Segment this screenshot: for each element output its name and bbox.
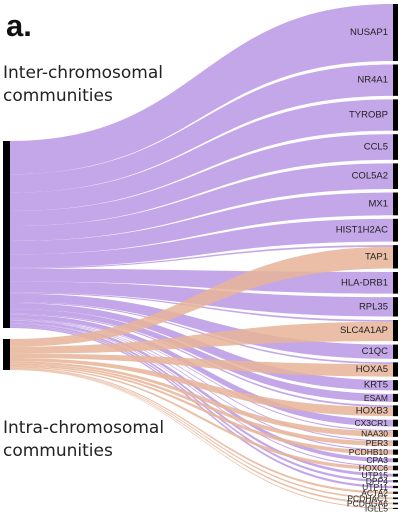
- inter-source-label-line-1: Inter-chromosomal: [3, 63, 163, 83]
- target-bar-cx3cr1: [393, 419, 398, 427]
- target-bar-hla-drb1: [393, 271, 398, 294]
- target-label-mx1: MX1: [368, 198, 388, 209]
- intra-flow-per3: [9, 363, 393, 447]
- intra-flow-pcdhga6: [9, 368, 393, 505]
- target-bar-pcdhb10: [393, 449, 398, 455]
- target-label-nusap1: NUSAP1: [350, 27, 388, 38]
- target-label-hoxa5: HOXA5: [356, 364, 388, 375]
- target-label-igll5: IGLL5: [365, 503, 388, 512]
- intra-flow-tap1: [9, 246, 393, 347]
- target-bar-ccl5: [393, 134, 398, 160]
- target-bar-pcdhga6: [393, 502, 398, 505]
- target-bar-mx1: [393, 192, 398, 216]
- target-label-tap1: TAP1: [365, 251, 388, 262]
- target-bar-nr4a1: [393, 64, 398, 96]
- target-label-krt5: KRT5: [364, 380, 388, 391]
- target-bar-naa30: [393, 430, 398, 437]
- intra-flow-pcdhac1: [9, 368, 393, 500]
- target-label-hist1h2ac: HIST1H2AC: [336, 225, 388, 236]
- inter-flow-mx1: [9, 192, 393, 255]
- target-label-hoxb3: HOXB3: [356, 405, 388, 416]
- flow-layer: [9, 4, 393, 509]
- inter-flow-esam: [9, 309, 393, 402]
- target-label-pcdhb10: PCDHB10: [349, 447, 388, 457]
- target-bar-krt5: [393, 380, 398, 391]
- target-label-utp15: UTP15: [362, 470, 389, 480]
- target-label-hla-drb1: HLA-DRB1: [341, 277, 388, 288]
- target-bar-hist1h2ac: [393, 218, 398, 242]
- inter-flow-nr4a1: [9, 64, 393, 193]
- intra-flow-igll5: [9, 369, 393, 509]
- target-bar-per3: [393, 440, 398, 447]
- inter-flow-tap1: [9, 245, 393, 269]
- target-label-layer: NUSAP1 NR4A1 TYROBP CCL5 COL5A2 MX1 HIST1H2AC T…: [336, 27, 389, 512]
- intra-flow-hoxb3: [9, 358, 393, 417]
- target-label-naa30: NAA30: [361, 428, 388, 438]
- target-label-dpp4: DPP4: [366, 476, 388, 486]
- target-label-cpa3: CPA3: [366, 455, 388, 465]
- target-label-utp11: UTP11: [362, 482, 388, 492]
- inter-flow-cx3cr1: [9, 314, 393, 427]
- target-label-pcdhga6: PCDHGA6: [347, 499, 388, 509]
- target-label-acta2: ACTA2: [361, 488, 388, 498]
- inter-flow-utp11: [9, 326, 393, 489]
- inter-flow-per3: [9, 319, 393, 442]
- target-label-per3: PER3: [366, 438, 388, 448]
- intra-flow-naa30: [9, 361, 393, 437]
- intra-flow-hoxc6: [9, 366, 393, 471]
- inter-flow-cpa3: [9, 320, 393, 463]
- intra-source-bar: [3, 339, 10, 370]
- intra-source-label-line-2: communities: [3, 441, 113, 461]
- intra-flow-hoxa5: [9, 353, 393, 377]
- target-bar-hoxb3: [393, 405, 398, 417]
- inter-flow-hoxc6: [9, 323, 393, 467]
- inter-flow-hoxa5: [9, 302, 393, 365]
- target-label-c1qc: C1QC: [362, 346, 389, 357]
- target-bar-utp15: [393, 473, 398, 477]
- target-bar-nusap1: [393, 4, 398, 62]
- node-bar-layer: [3, 4, 398, 509]
- target-label-rpl35: RPL35: [359, 301, 388, 312]
- target-label-hoxc6: HOXC6: [359, 463, 389, 473]
- target-label-esam: ESAM: [364, 393, 388, 403]
- target-bar-pcdhac1: [393, 497, 398, 500]
- target-label-tyrobp: TYROBP: [349, 110, 388, 121]
- target-bar-c1qc: [393, 344, 398, 359]
- inter-flow-naa30: [9, 318, 393, 432]
- target-bar-acta2: [393, 491, 398, 494]
- inter-flow-c1qc: [9, 293, 393, 359]
- target-bar-esam: [393, 393, 398, 402]
- target-bar-col5a2: [393, 163, 398, 190]
- intra-flow-slc4a1ap: [9, 321, 393, 354]
- intra-flow-pcdhb10: [9, 364, 393, 455]
- inter-source-label-line-2: communities: [3, 86, 113, 106]
- intra-flow-acta2: [9, 367, 393, 494]
- panel-letter: a.: [6, 8, 32, 43]
- inter-flow-hist1h2ac: [9, 218, 393, 268]
- target-label-ccl5: CCL5: [364, 142, 388, 153]
- target-bar-tyrobp: [393, 99, 398, 131]
- target-label-slc4a1ap: SLC4A1AP: [340, 325, 388, 336]
- inter-flow-nusap1: [9, 4, 393, 175]
- inter-flow-tyrobp: [9, 99, 393, 211]
- inter-flow-col5a2: [9, 163, 393, 241]
- intra-source-label-line-1: Intra-chromosomal: [3, 418, 164, 438]
- target-bar-tap1: [393, 245, 398, 269]
- target-bar-slc4a1ap: [393, 320, 398, 342]
- target-bar-cpa3: [393, 458, 398, 463]
- target-bar-rpl35: [393, 297, 398, 317]
- inter-flow-utp15: [9, 323, 393, 477]
- inter-flow-ccl5: [9, 134, 393, 226]
- target-label-cx3cr1: CX3CR1: [354, 418, 388, 428]
- target-bar-igll5: [393, 507, 398, 509]
- target-label-nr4a1: NR4A1: [357, 75, 388, 86]
- target-bar-hoxc6: [393, 465, 398, 471]
- target-bar-utp11: [393, 485, 398, 489]
- target-label-col5a2: COL5A2: [352, 171, 388, 182]
- target-bar-hoxa5: [393, 362, 398, 377]
- target-label-pcdhac1: PCDHAC1: [347, 493, 388, 503]
- inter-source-bar: [3, 141, 10, 328]
- target-bar-dpp4: [393, 480, 398, 483]
